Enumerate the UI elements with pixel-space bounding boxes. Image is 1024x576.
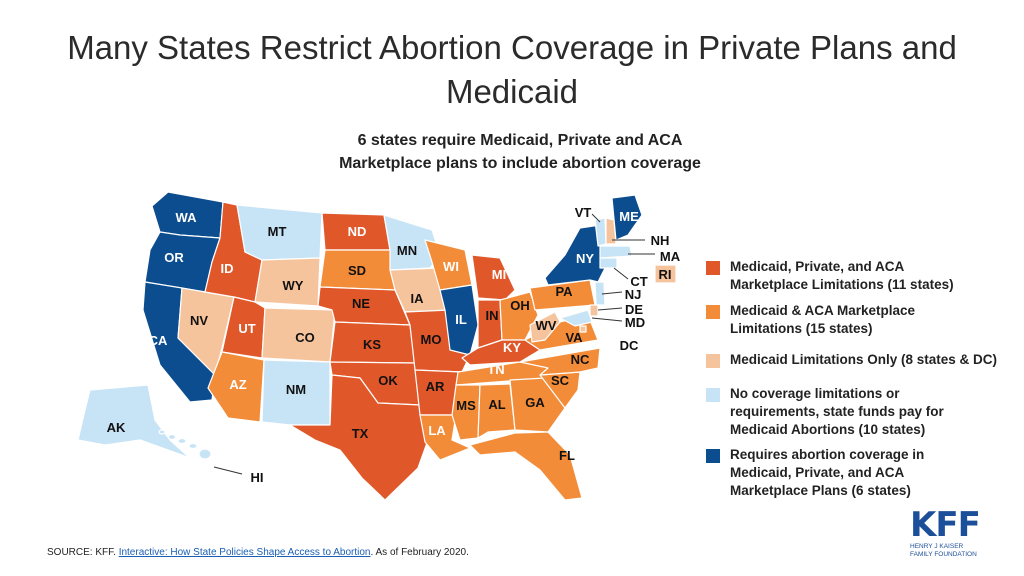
label-LA: LA (428, 423, 446, 438)
state-HI (158, 429, 212, 460)
state-MD (559, 309, 593, 327)
state-MS (451, 384, 481, 441)
label-UT: UT (238, 321, 255, 336)
label-IN: IN (486, 308, 499, 323)
legend-item-medicaid-aca: Medicaid & ACA Marketplace Limitations (1… (706, 302, 915, 338)
label-MS: MS (456, 398, 476, 413)
label-ID: ID (221, 261, 234, 276)
legend-swatch (706, 261, 720, 275)
label-MO: MO (421, 332, 442, 347)
label-OK: OK (378, 373, 398, 388)
state-RI (654, 264, 677, 284)
label-DE: DE (625, 302, 643, 317)
label-NM: NM (286, 382, 306, 397)
label-SC: SC (551, 373, 570, 388)
label-AK: AK (107, 420, 126, 435)
label-NC: NC (571, 352, 590, 367)
label-DC: DC (620, 338, 639, 353)
legend-item-all-limits: Medicaid, Private, and ACA Marketplace Li… (706, 258, 954, 294)
map-subtitle: 6 states require Medicaid, Private and A… (339, 132, 701, 172)
legend-item-requires: Requires abortion coverage in Medicaid, P… (706, 446, 924, 500)
label-AZ: AZ (229, 377, 246, 392)
label-PA: PA (555, 284, 573, 299)
label-WI: WI (443, 259, 459, 274)
kff-logo: KFF HENRY J KAISER FAMILY FOUNDATION (910, 505, 981, 558)
legend-swatch (706, 305, 720, 319)
label-NE: NE (352, 296, 370, 311)
state-GA (509, 377, 566, 433)
state-FL (469, 431, 583, 501)
state-TX (289, 374, 429, 501)
label-MI: MI (492, 267, 506, 282)
label-ME: ME (619, 209, 639, 224)
state-AK (77, 384, 191, 459)
label-WY: WY (283, 278, 304, 293)
legend-label: Medicaid & ACA Marketplace Limitations (1… (730, 303, 916, 336)
state-DE (589, 304, 599, 317)
source-note: SOURCE: KFF. Interactive: How State Poli… (47, 547, 469, 558)
us-map: WA OR CA NV ID MT WY UT CO AZ NM ND SD N… (77, 191, 681, 501)
label-RI: RI (659, 267, 672, 282)
label-ND: ND (348, 224, 367, 239)
label-AL: AL (488, 397, 505, 412)
label-GA: GA (525, 395, 545, 410)
legend-swatch (706, 354, 720, 368)
label-CA: CA (149, 333, 168, 348)
label-AR: AR (426, 379, 445, 394)
label-VT: VT (575, 205, 592, 220)
state-NJ (594, 281, 606, 306)
label-NY: NY (576, 251, 594, 266)
state-MA (599, 245, 633, 259)
label-CO: CO (295, 330, 315, 345)
state-DC (579, 325, 587, 333)
label-HI: HI (251, 470, 264, 485)
connector-lines (213, 213, 655, 475)
legend-label: Requires abortion coverage in Medicaid, P… (730, 447, 925, 498)
legend-swatch (706, 449, 720, 463)
state-WV (529, 311, 561, 343)
source-link[interactable]: Interactive: How State Policies Shape Ac… (118, 547, 371, 558)
label-TX: TX (352, 426, 369, 441)
label-OR: OR (164, 250, 184, 265)
state-NH (605, 217, 617, 245)
label-IA: IA (411, 291, 425, 306)
label-OH: OH (510, 298, 530, 313)
legend-label: No coverage limitations or requirements, … (730, 386, 944, 437)
label-SD: SD (348, 263, 366, 278)
label-FL: FL (559, 448, 575, 463)
label-NH: NH (651, 233, 670, 248)
label-WA: WA (176, 210, 198, 225)
label-MN: MN (397, 243, 417, 258)
state-ME (611, 194, 643, 241)
label-CT: CT (630, 274, 647, 289)
state-NC (519, 347, 601, 376)
label-VA: VA (565, 330, 583, 345)
label-NV: NV (190, 313, 208, 328)
legend-item-no-limits: No coverage limitations or requirements, … (706, 385, 944, 439)
state-AZ (207, 351, 265, 423)
legend-item-medicaid-only: Medicaid Limitations Only (8 states & DC… (706, 351, 997, 369)
label-NJ: NJ (625, 287, 642, 302)
legend-label: Medicaid, Private, and ACA Marketplace Li… (730, 259, 954, 292)
legend-swatch (706, 388, 720, 402)
state-CT (599, 257, 618, 269)
label-KS: KS (363, 337, 381, 352)
label-MA: MA (660, 249, 681, 264)
legend-label: Medicaid Limitations Only (8 states & DC… (730, 352, 998, 367)
label-TN: TN (487, 362, 504, 377)
label-WV: WV (536, 318, 557, 333)
label-MD: MD (625, 315, 645, 330)
label-KY: KY (503, 340, 521, 355)
label-IL: IL (455, 312, 467, 327)
page-title: Many States Restrict Abortion Coverage i… (67, 29, 957, 110)
label-MT: MT (268, 224, 287, 239)
state-MI (471, 254, 516, 301)
state-AL (477, 383, 516, 439)
